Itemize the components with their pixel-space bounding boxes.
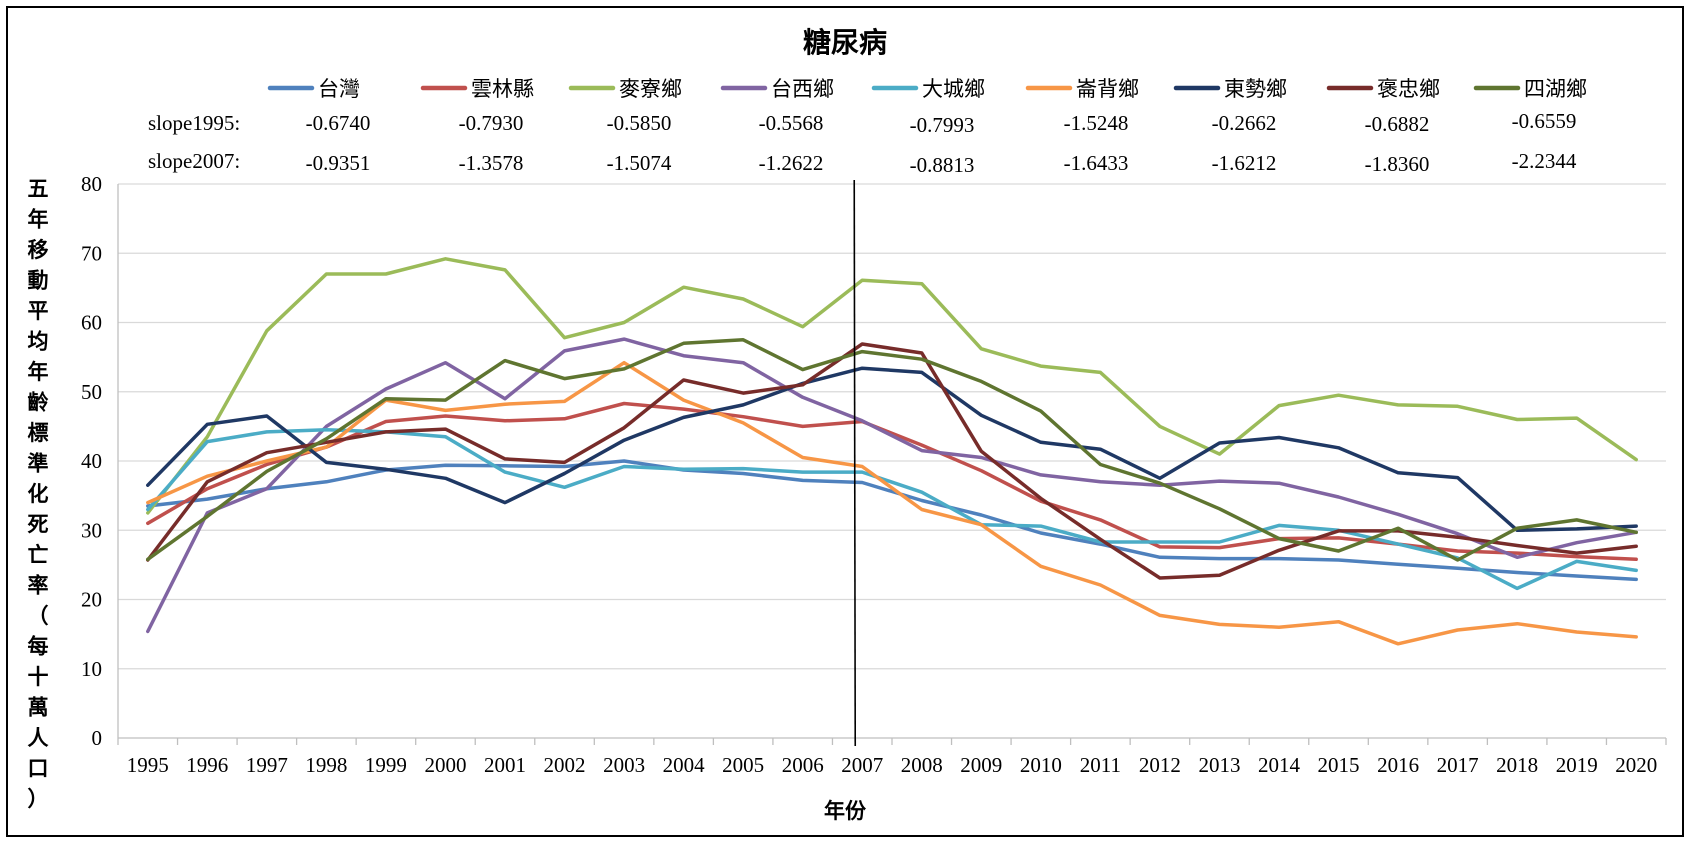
series-line-台西鄉: [146, 337, 1638, 634]
x-tick-label: 1997: [246, 753, 288, 777]
legend-label-崙背鄉: 崙背鄉: [1076, 77, 1139, 101]
x-tick-label: 2014: [1258, 753, 1301, 777]
slope2007-value-東勢鄉: -1.6212: [1212, 151, 1277, 175]
y-axis-label-char: 萬: [28, 696, 49, 720]
y-axis-label-char: 五: [28, 177, 49, 201]
slope1995-value-四湖鄉: -0.6559: [1512, 109, 1577, 133]
y-axis-label-char: 準: [28, 452, 49, 476]
legend-label-台灣: 台灣: [318, 77, 360, 101]
legend-label-雲林縣: 雲林縣: [471, 77, 534, 101]
y-axis-label-char: 亡: [28, 543, 49, 567]
y-axis-label-char: 年: [28, 208, 49, 232]
slope1995-value-雲林縣: -0.7930: [459, 111, 524, 135]
slope1995-value-麥寮鄉: -0.5850: [607, 111, 672, 135]
y-axis-label-char: 死: [28, 513, 49, 537]
y-tick-label: 40: [81, 449, 102, 473]
series-line-崙背鄉: [146, 360, 1638, 646]
y-tick-label: 30: [81, 518, 102, 542]
y-tick-label: 10: [81, 657, 102, 681]
x-tick-label: 2009: [960, 753, 1002, 777]
x-tick-label: 2001: [484, 753, 526, 777]
y-tick-label: 0: [92, 726, 103, 750]
x-tick-label: 2017: [1437, 753, 1479, 777]
series-line-四湖鄉: [146, 338, 1638, 562]
x-axis-label: 年份: [824, 799, 867, 823]
x-tick-label: 1995: [127, 753, 169, 777]
y-tick-label: 70: [81, 241, 102, 265]
x-tick-label: 1996: [186, 753, 228, 777]
x-tick-label: 2015: [1318, 753, 1360, 777]
slope2007-value-崙背鄉: -1.6433: [1064, 151, 1129, 175]
y-axis-label-char: 口: [28, 757, 49, 781]
y-axis-label-char: 均: [28, 330, 49, 354]
slope2007-value-雲林縣: -1.3578: [459, 151, 524, 175]
slope1995-value-東勢鄉: -0.2662: [1212, 111, 1277, 135]
x-tick-label: 1998: [305, 753, 347, 777]
slope1995-value-崙背鄉: -1.5248: [1064, 111, 1129, 135]
y-axis-label-char: （: [28, 604, 49, 628]
slope1995-value-大城鄉: -0.7993: [910, 113, 975, 137]
y-axis-label-char: 率: [28, 574, 49, 598]
legend-label-大城鄉: 大城鄉: [922, 77, 985, 101]
legend-label-四湖鄉: 四湖鄉: [1524, 77, 1587, 101]
x-tick-label: 2000: [424, 753, 466, 777]
slope2007-value-台灣: -0.9351: [306, 151, 371, 175]
x-tick-label: 1999: [365, 753, 407, 777]
x-tick-label: 2004: [663, 753, 706, 777]
y-axis-label-char: ）: [28, 787, 49, 811]
chart-title: 糖尿病: [803, 26, 887, 59]
series-line-東勢鄉: [146, 366, 1638, 533]
legend-label-東勢鄉: 東勢鄉: [1224, 77, 1287, 101]
x-tick-label: 2008: [901, 753, 943, 777]
y-axis-label-char: 化: [28, 482, 49, 506]
slope1995-row-label: slope1995:: [148, 111, 240, 135]
x-tick-label: 2019: [1556, 753, 1598, 777]
y-axis-label-char: 每: [28, 635, 49, 659]
x-tick-label: 2003: [603, 753, 645, 777]
y-axis-label-char: 標: [28, 421, 49, 445]
slope1995-value-褒忠鄉: -0.6882: [1365, 112, 1430, 136]
y-axis-label-char: 移: [28, 238, 49, 262]
slope2007-value-大城鄉: -0.8813: [910, 153, 975, 177]
y-axis-label-char: 十: [28, 665, 49, 689]
x-tick-label: 2010: [1020, 753, 1062, 777]
slope1995-value-台灣: -0.6740: [306, 111, 371, 135]
y-tick-label: 60: [81, 311, 102, 335]
y-axis-label-char: 人: [28, 726, 49, 750]
legend-label-褒忠鄉: 褒忠鄉: [1377, 77, 1440, 101]
y-axis-label-char: 平: [28, 299, 49, 323]
x-tick-label: 2007: [841, 753, 883, 777]
y-tick-label: 20: [81, 588, 102, 612]
x-tick-label: 2005: [722, 753, 764, 777]
x-tick-label: 2006: [782, 753, 824, 777]
slope2007-value-台西鄉: -1.2622: [759, 151, 824, 175]
x-tick-label: 2016: [1377, 753, 1419, 777]
x-tick-label: 2012: [1139, 753, 1181, 777]
slope2007-value-麥寮鄉: -1.5074: [607, 151, 672, 175]
line-chart: 糖尿病 slope1995: slope2007: 年份 0 10 20 30 40 50…: [28, 26, 1667, 823]
x-tick-label: 2002: [544, 753, 586, 777]
slope1995-value-台西鄉: -0.5568: [759, 111, 824, 135]
x-tick-label: 2011: [1080, 753, 1121, 777]
slope2007-row-label: slope2007:: [148, 149, 240, 173]
x-tick-label: 2013: [1198, 753, 1240, 777]
y-tick-label: 50: [81, 380, 102, 404]
legend-label-台西鄉: 台西鄉: [771, 77, 834, 101]
slope2007-value-褒忠鄉: -1.8360: [1365, 152, 1430, 176]
y-axis-label-char: 年: [28, 360, 49, 384]
legend-label-麥寮鄉: 麥寮鄉: [619, 77, 682, 101]
y-tick-label: 80: [81, 172, 102, 196]
x-tick-label: 2018: [1496, 753, 1538, 777]
x-tick-label: 2020: [1615, 753, 1657, 777]
chart-frame: 糖尿病 slope1995: slope2007: 年份 0 10 20 30 40 50…: [6, 6, 1684, 837]
series-line-麥寮鄉: [146, 257, 1638, 515]
y-axis-label-char: 齡: [28, 391, 49, 415]
vertical-marker-line: [853, 179, 857, 747]
y-axis-label-char: 動: [28, 269, 49, 293]
slope2007-value-四湖鄉: -2.2344: [1512, 149, 1577, 173]
